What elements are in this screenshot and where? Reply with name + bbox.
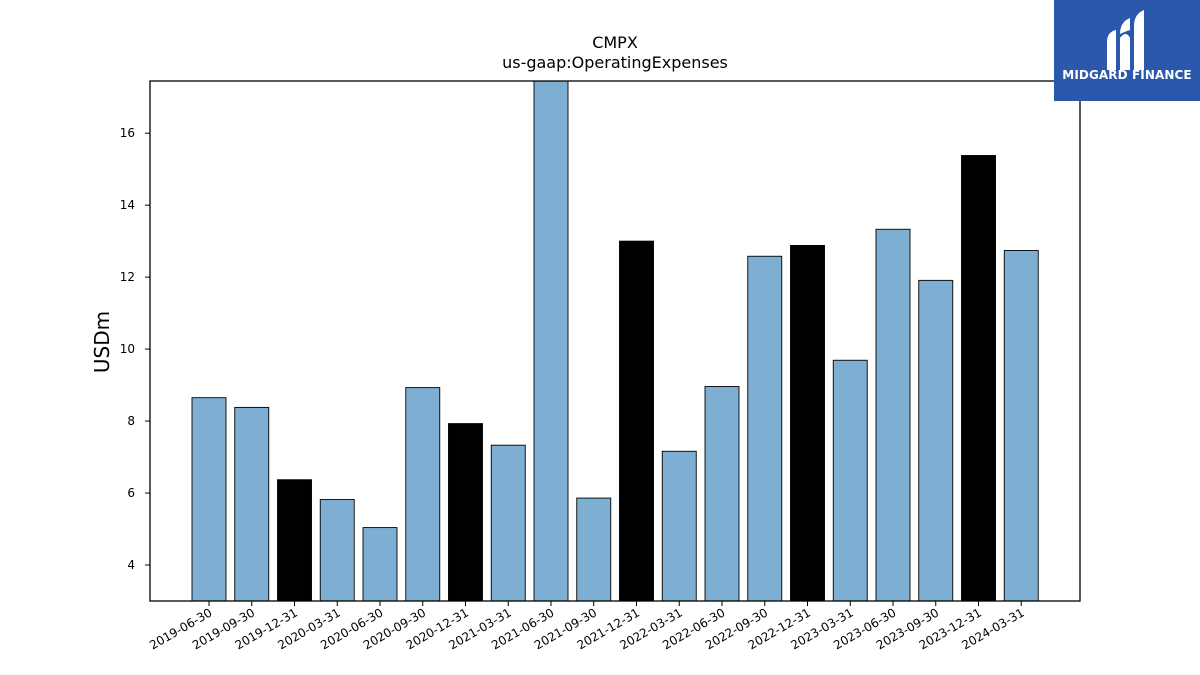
bar-2021-06-30 <box>533 81 569 601</box>
bar-2022-12-31 <box>790 245 825 601</box>
bar-2021-09-30 <box>576 497 612 601</box>
bar-2022-03-31 <box>661 450 697 601</box>
bar-2020-12-31 <box>448 423 483 601</box>
chart-subtitle: us-gaap:OperatingExpenses <box>502 53 728 72</box>
bar-2019-09-30 <box>234 406 270 601</box>
y-tick-label: 10 <box>120 342 135 356</box>
bar-2022-09-30 <box>747 255 783 601</box>
bar-2019-06-30 <box>191 397 227 601</box>
y-axis: 4 6 8 10 12 14 16 <box>120 126 150 572</box>
bar-2022-06-30 <box>704 386 740 601</box>
y-axis-label: USDm <box>90 311 114 373</box>
bar-2024-03-31 <box>1003 250 1039 601</box>
bar-2023-06-30 <box>875 228 911 601</box>
bar-2020-09-30 <box>405 387 441 601</box>
bar-2021-12-31 <box>619 240 654 601</box>
y-tick-label: 12 <box>120 270 135 284</box>
chart-title: CMPX <box>592 33 638 52</box>
logo-text: MIDGARD FINANCE <box>1062 68 1192 82</box>
midgard-logo-icon <box>1107 10 1144 70</box>
bar-2023-12-31 <box>961 155 996 601</box>
bar-2023-03-31 <box>832 359 868 601</box>
y-tick-label: 8 <box>127 414 135 428</box>
company-logo: MIDGARD FINANCE <box>1054 0 1200 101</box>
bar-2020-03-31 <box>319 499 355 601</box>
y-tick-label: 16 <box>120 126 135 140</box>
bar-2020-06-30 <box>362 527 398 601</box>
bars-group <box>191 81 1039 601</box>
bar-2021-03-31 <box>490 444 526 601</box>
y-tick-label: 6 <box>127 486 135 500</box>
x-axis: 2019-06-302019-09-302019-12-312020-03-31… <box>147 601 1027 652</box>
bar-2019-12-31 <box>277 479 312 601</box>
y-tick-label: 14 <box>120 198 135 212</box>
bar-2023-09-30 <box>918 279 954 601</box>
plot-frame <box>149 80 1081 602</box>
y-tick-label: 4 <box>127 558 135 572</box>
